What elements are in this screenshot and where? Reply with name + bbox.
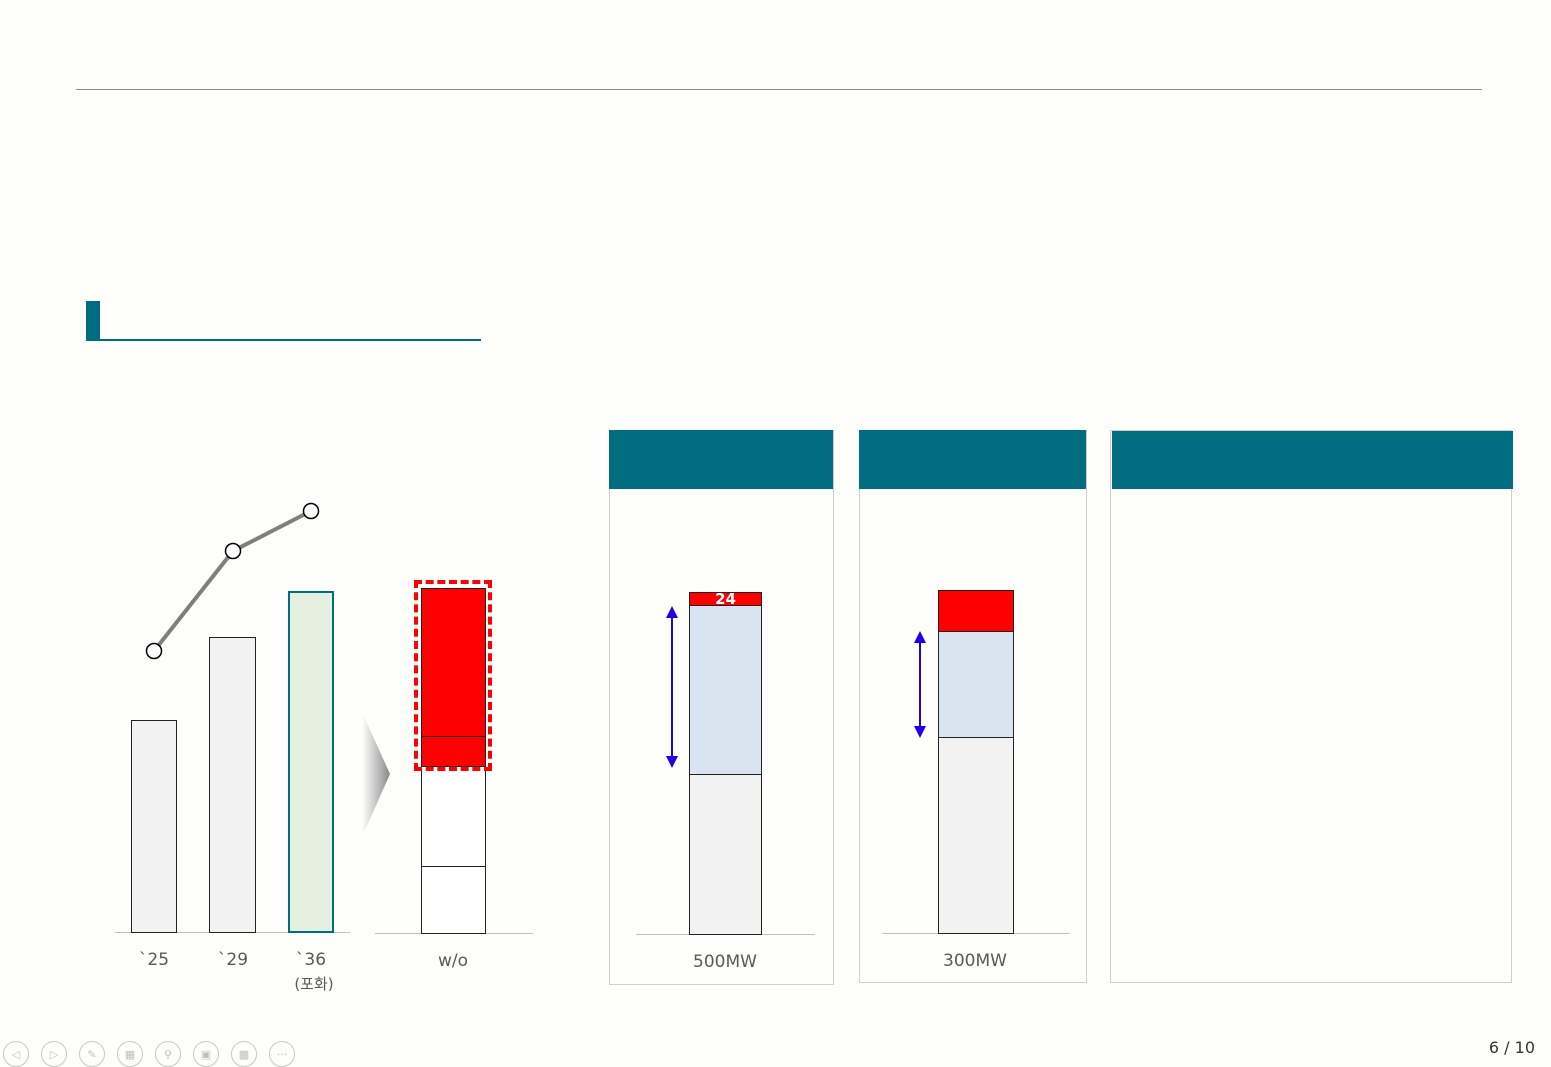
- panel-3-header: [1112, 431, 1513, 489]
- double-arrow-icon-panel-1: [666, 606, 678, 768]
- panel-2-header: [859, 430, 1086, 489]
- zoom-icon[interactable]: ⚲: [155, 1041, 181, 1067]
- x-label-25: `25: [138, 950, 170, 970]
- wo-bar-red-upper: [421, 588, 486, 737]
- prev-slide-icon[interactable]: ◁: [3, 1041, 29, 1067]
- wo-bar-middle: [421, 766, 486, 867]
- panel-1-bar-gray: [689, 774, 762, 935]
- camera-off-icon[interactable]: ▩: [231, 1041, 257, 1067]
- bar-25: [131, 720, 177, 933]
- trend-point-25: [145, 642, 163, 660]
- bar-36: [288, 591, 334, 933]
- page-indicator: 6 / 10: [1488, 1038, 1535, 1057]
- panel-1-header: [609, 430, 833, 489]
- panel-3: [1110, 430, 1512, 983]
- panel-2-bar-gray: [938, 737, 1014, 934]
- panel-2-label: 300MW: [943, 951, 1007, 971]
- panel-1-bar-blue: [689, 605, 762, 775]
- double-arrow-icon-panel-2: [914, 631, 926, 738]
- panel-1-label: 500MW: [693, 952, 757, 972]
- more-options-icon[interactable]: ···: [269, 1041, 295, 1067]
- next-slide-icon[interactable]: ▷: [41, 1041, 67, 1067]
- trend-point-29: [224, 542, 242, 560]
- x-sublabel-saturation: (포화): [294, 975, 334, 993]
- chevron-right-icon: [362, 712, 390, 837]
- trend-point-36: [302, 502, 320, 520]
- bar-29: [209, 637, 256, 933]
- panel-2-bar-red: [938, 590, 1014, 632]
- panel-1-bar-red: [689, 592, 762, 606]
- section-heading-underline: [86, 339, 481, 341]
- pen-icon[interactable]: ✎: [79, 1041, 105, 1067]
- x-label-29: `29: [217, 950, 249, 970]
- wo-highlight-box: [414, 580, 492, 771]
- subtitle-icon[interactable]: ▣: [193, 1041, 219, 1067]
- wo-bar-bottom: [421, 866, 486, 934]
- wo-bar-red-lower: [421, 736, 486, 767]
- panel-2-bar-blue: [938, 631, 1014, 738]
- panel-1-top-value: 24: [715, 590, 736, 608]
- trend-line: [152, 509, 312, 653]
- x-label-36: `36: [295, 950, 327, 970]
- wo-label: w/o: [437, 951, 469, 971]
- slides-grid-icon[interactable]: ▦: [117, 1041, 143, 1067]
- top-divider: [76, 89, 1482, 90]
- section-heading-accent: [86, 301, 100, 340]
